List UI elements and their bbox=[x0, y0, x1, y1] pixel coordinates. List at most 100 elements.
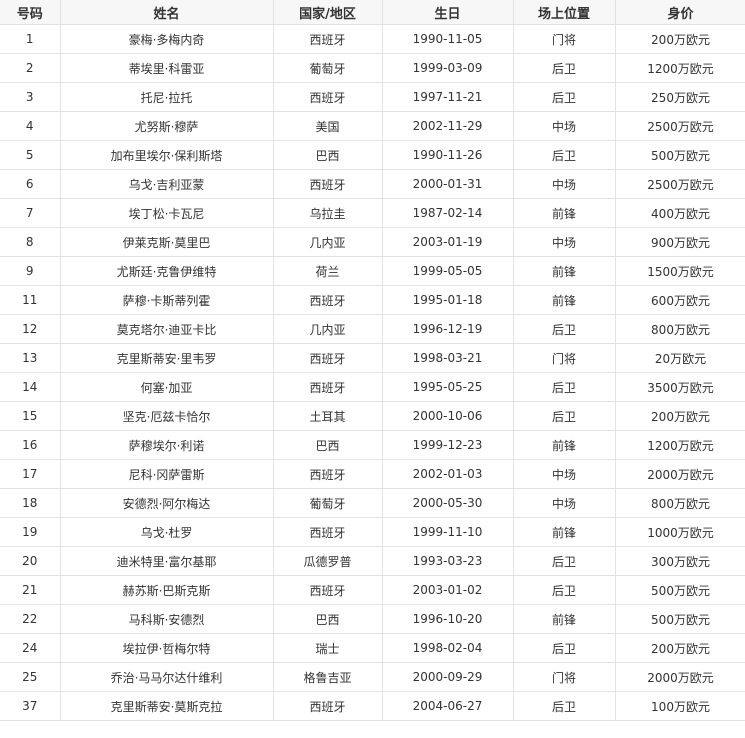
cell-position: 中场 bbox=[512, 488, 616, 518]
player-table: 号码 姓名 国家/地区 生日 场上位置 身价 1 豪梅·多梅内奇 西班牙 1990-11-05 门… bbox=[0, 0, 745, 721]
cell-birthday: 2000-05-30 bbox=[381, 488, 514, 518]
cell-number: 22 bbox=[0, 604, 61, 634]
cell-value: 1200万欧元 bbox=[614, 53, 745, 83]
column-header-position: 场上位置 bbox=[512, 0, 616, 25]
cell-name: 埃拉伊·哲梅尔特 bbox=[59, 633, 274, 663]
table-row: 5 加布里埃尔·保利斯塔 巴西 1990-11-26 后卫 500万欧元 bbox=[0, 140, 745, 170]
column-header-name: 姓名 bbox=[59, 0, 274, 25]
cell-name: 乔治·马马尔达什维利 bbox=[59, 662, 274, 692]
cell-number: 18 bbox=[0, 488, 61, 518]
cell-name: 尤努斯·穆萨 bbox=[59, 111, 274, 141]
cell-birthday: 1996-12-19 bbox=[381, 314, 514, 344]
column-header-country: 国家/地区 bbox=[272, 0, 383, 25]
cell-country: 土耳其 bbox=[272, 401, 383, 431]
cell-value: 400万欧元 bbox=[614, 198, 745, 228]
cell-position: 后卫 bbox=[512, 633, 616, 663]
cell-name: 迪米特里·富尔基耶 bbox=[59, 546, 274, 576]
cell-position: 前锋 bbox=[512, 517, 616, 547]
cell-name: 萨穆·卡斯蒂列霍 bbox=[59, 285, 274, 315]
cell-name: 克里斯蒂安·莫斯克拉 bbox=[59, 691, 274, 721]
table-row: 15 坚克·厄兹卡恰尔 土耳其 2000-10-06 后卫 200万欧元 bbox=[0, 401, 745, 431]
cell-number: 19 bbox=[0, 517, 61, 547]
cell-name: 尼科·冈萨雷斯 bbox=[59, 459, 274, 489]
cell-position: 门将 bbox=[512, 662, 616, 692]
cell-value: 200万欧元 bbox=[614, 24, 745, 54]
cell-birthday: 1999-03-09 bbox=[381, 53, 514, 83]
table-row: 24 埃拉伊·哲梅尔特 瑞士 1998-02-04 后卫 200万欧元 bbox=[0, 633, 745, 663]
cell-number: 24 bbox=[0, 633, 61, 663]
cell-country: 荷兰 bbox=[272, 256, 383, 286]
cell-value: 2500万欧元 bbox=[614, 111, 745, 141]
cell-position: 后卫 bbox=[512, 314, 616, 344]
cell-country: 西班牙 bbox=[272, 691, 383, 721]
table-row: 21 赫苏斯·巴斯克斯 西班牙 2003-01-02 后卫 500万欧元 bbox=[0, 575, 745, 605]
cell-birthday: 1997-11-21 bbox=[381, 82, 514, 112]
cell-number: 17 bbox=[0, 459, 61, 489]
cell-birthday: 2002-11-29 bbox=[381, 111, 514, 141]
cell-value: 500万欧元 bbox=[614, 604, 745, 634]
cell-name: 乌戈·杜罗 bbox=[59, 517, 274, 547]
cell-birthday: 1998-02-04 bbox=[381, 633, 514, 663]
cell-value: 2000万欧元 bbox=[614, 662, 745, 692]
cell-birthday: 1999-12-23 bbox=[381, 430, 514, 460]
cell-number: 14 bbox=[0, 372, 61, 402]
cell-value: 20万欧元 bbox=[614, 343, 745, 373]
cell-name: 莫克塔尔·迪亚卡比 bbox=[59, 314, 274, 344]
cell-name: 乌戈·吉利亚蒙 bbox=[59, 169, 274, 199]
cell-country: 巴西 bbox=[272, 604, 383, 634]
cell-position: 前锋 bbox=[512, 256, 616, 286]
cell-number: 6 bbox=[0, 169, 61, 199]
cell-name: 尤斯廷·克鲁伊维特 bbox=[59, 256, 274, 286]
cell-country: 格鲁吉亚 bbox=[272, 662, 383, 692]
cell-birthday: 1987-02-14 bbox=[381, 198, 514, 228]
cell-number: 7 bbox=[0, 198, 61, 228]
table-body: 1 豪梅·多梅内奇 西班牙 1990-11-05 门将 200万欧元 2 蒂埃里·科雷亚 葡萄牙… bbox=[0, 24, 745, 721]
table-row: 20 迪米特里·富尔基耶 瓜德罗普 1993-03-23 后卫 300万欧元 bbox=[0, 546, 745, 576]
table-row: 37 克里斯蒂安·莫斯克拉 西班牙 2004-06-27 后卫 100万欧元 bbox=[0, 691, 745, 721]
cell-country: 美国 bbox=[272, 111, 383, 141]
column-header-birthday: 生日 bbox=[381, 0, 514, 25]
column-header-number: 号码 bbox=[0, 0, 61, 25]
cell-birthday: 1998-03-21 bbox=[381, 343, 514, 373]
cell-country: 葡萄牙 bbox=[272, 488, 383, 518]
cell-number: 8 bbox=[0, 227, 61, 257]
cell-number: 37 bbox=[0, 691, 61, 721]
cell-name: 坚克·厄兹卡恰尔 bbox=[59, 401, 274, 431]
cell-number: 1 bbox=[0, 24, 61, 54]
cell-number: 21 bbox=[0, 575, 61, 605]
cell-country: 瓜德罗普 bbox=[272, 546, 383, 576]
cell-number: 12 bbox=[0, 314, 61, 344]
cell-value: 600万欧元 bbox=[614, 285, 745, 315]
table-header: 号码 姓名 国家/地区 生日 场上位置 身价 bbox=[0, 0, 745, 25]
cell-value: 200万欧元 bbox=[614, 633, 745, 663]
cell-position: 前锋 bbox=[512, 604, 616, 634]
cell-name: 安德烈·阿尔梅达 bbox=[59, 488, 274, 518]
cell-birthday: 1996-10-20 bbox=[381, 604, 514, 634]
table-row: 6 乌戈·吉利亚蒙 西班牙 2000-01-31 中场 2500万欧元 bbox=[0, 169, 745, 199]
cell-number: 25 bbox=[0, 662, 61, 692]
cell-position: 前锋 bbox=[512, 430, 616, 460]
table-row: 18 安德烈·阿尔梅达 葡萄牙 2000-05-30 中场 800万欧元 bbox=[0, 488, 745, 518]
cell-birthday: 2000-10-06 bbox=[381, 401, 514, 431]
column-header-value: 身价 bbox=[614, 0, 745, 25]
cell-position: 门将 bbox=[512, 24, 616, 54]
cell-birthday: 1993-03-23 bbox=[381, 546, 514, 576]
cell-name: 赫苏斯·巴斯克斯 bbox=[59, 575, 274, 605]
cell-position: 后卫 bbox=[512, 546, 616, 576]
cell-number: 4 bbox=[0, 111, 61, 141]
cell-name: 蒂埃里·科雷亚 bbox=[59, 53, 274, 83]
cell-country: 西班牙 bbox=[272, 343, 383, 373]
cell-position: 后卫 bbox=[512, 575, 616, 605]
cell-number: 20 bbox=[0, 546, 61, 576]
cell-country: 巴西 bbox=[272, 430, 383, 460]
cell-birthday: 1999-05-05 bbox=[381, 256, 514, 286]
cell-position: 后卫 bbox=[512, 53, 616, 83]
cell-birthday: 1995-01-18 bbox=[381, 285, 514, 315]
table-row: 17 尼科·冈萨雷斯 西班牙 2002-01-03 中场 2000万欧元 bbox=[0, 459, 745, 489]
cell-birthday: 2004-06-27 bbox=[381, 691, 514, 721]
cell-name: 马科斯·安德烈 bbox=[59, 604, 274, 634]
cell-number: 13 bbox=[0, 343, 61, 373]
cell-value: 200万欧元 bbox=[614, 401, 745, 431]
table-row: 3 托尼·拉托 西班牙 1997-11-21 后卫 250万欧元 bbox=[0, 82, 745, 112]
cell-position: 门将 bbox=[512, 343, 616, 373]
